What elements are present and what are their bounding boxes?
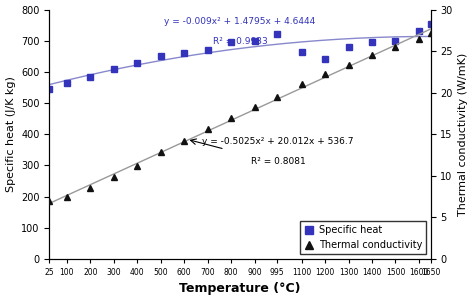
Thermal conductivity	[182, 139, 187, 143]
Thermal conductivity	[369, 54, 375, 57]
Text: y = -0.5025x² + 20.012x + 536.7: y = -0.5025x² + 20.012x + 536.7	[202, 137, 354, 146]
Specific heat	[158, 54, 164, 58]
Specific heat	[299, 50, 304, 54]
Specific heat	[322, 57, 328, 61]
Thermal conductivity	[428, 31, 434, 35]
Thermal conductivity	[274, 95, 280, 99]
Specific heat	[135, 61, 140, 64]
Specific heat	[205, 48, 210, 52]
Specific heat	[182, 51, 187, 55]
Specific heat	[88, 75, 93, 78]
Specific heat	[64, 81, 70, 85]
Thermal conductivity	[158, 151, 164, 154]
Thermal conductivity	[322, 73, 328, 76]
Thermal conductivity	[299, 82, 304, 86]
Specific heat	[228, 40, 234, 44]
Thermal conductivity	[228, 116, 234, 119]
Line: Thermal conductivity: Thermal conductivity	[46, 29, 434, 204]
Specific heat	[252, 39, 257, 42]
Thermal conductivity	[346, 64, 351, 67]
Thermal conductivity	[205, 127, 210, 131]
Text: R² = 0.8081: R² = 0.8081	[251, 157, 306, 166]
Thermal conductivity	[64, 196, 70, 199]
Specific heat	[111, 67, 117, 70]
Thermal conductivity	[252, 105, 257, 109]
X-axis label: Temperature (°C): Temperature (°C)	[179, 282, 301, 296]
Thermal conductivity	[88, 186, 93, 190]
Text: y = -0.009x² + 1.4795x + 4.6444: y = -0.009x² + 1.4795x + 4.6444	[164, 17, 316, 26]
Thermal conductivity	[392, 45, 398, 49]
Specific heat	[369, 40, 375, 44]
Specific heat	[274, 33, 280, 36]
Thermal conductivity	[135, 164, 140, 168]
Specific heat	[416, 29, 422, 33]
Y-axis label: Specific heat (J/K kg): Specific heat (J/K kg)	[6, 76, 16, 192]
Thermal conductivity	[46, 199, 52, 203]
Specific heat	[392, 39, 398, 42]
Thermal conductivity	[111, 175, 117, 179]
Specific heat	[46, 87, 52, 91]
Specific heat	[428, 22, 434, 25]
Specific heat	[346, 45, 351, 49]
Line: Specific heat: Specific heat	[46, 20, 434, 92]
Thermal conductivity	[416, 37, 422, 40]
Y-axis label: Thermal conductivity (W/mK): Thermal conductivity (W/mK)	[458, 53, 468, 216]
Text: R² = 0.9933: R² = 0.9933	[213, 37, 267, 46]
Legend: Specific heat, Thermal conductivity: Specific heat, Thermal conductivity	[300, 221, 426, 254]
